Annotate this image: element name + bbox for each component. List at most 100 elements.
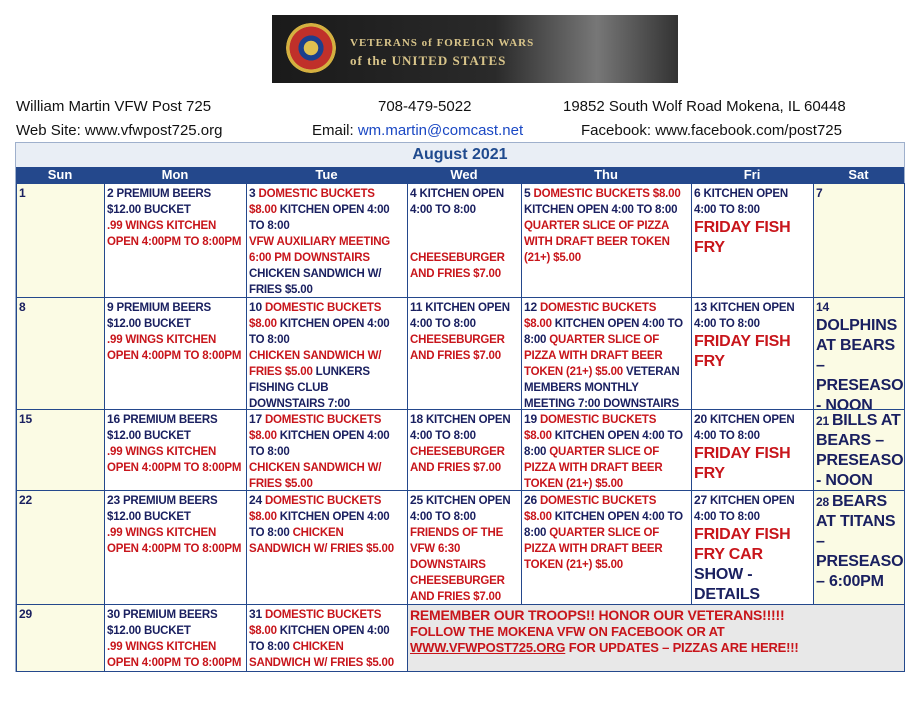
day-number: 13 [694, 300, 707, 314]
day-number: 2 [107, 186, 114, 200]
event-text: PREMIUM BEERS $12.00 BUCKET [107, 495, 218, 523]
day-cell-1: 1 [16, 183, 105, 298]
day-cell-28: 28 BEARS AT TITANS – PRESEASON – 6:00PM [813, 490, 905, 605]
event-text: KITCHEN OPEN 4:00 TO 8:00 [694, 414, 795, 442]
day-cell-23: 23 PREMIUM BEERS $12.00 BUCKET .99 WINGS… [104, 490, 247, 605]
event-text: VETERAN MEMBERS MONTHLY MEETING 7:00 DOW… [524, 366, 680, 410]
event-text: FRIDAY FISH FRY [694, 333, 791, 370]
weekday-header-thu: Thu [521, 167, 691, 183]
weekday-header-mon: Mon [104, 167, 246, 183]
day-cell-7: 7 [813, 183, 905, 298]
event-text: CHEESEBURGER AND FRIES $7.00 [410, 575, 505, 603]
event-text: KITCHEN OPEN 4:00 TO 8:00 [249, 318, 390, 346]
day-cell-6: 6 KITCHEN OPEN 4:00 TO 8:00 FRIDAY FISH … [691, 183, 814, 298]
weekday-header-wed: Wed [407, 167, 521, 183]
event-text: BEARS AT TITANS – PRESEASON – 6:00PM [816, 493, 905, 590]
event-text: SHOW - DETAILS COMING [694, 566, 760, 603]
event-text: QUARTER SLICE OF PIZZA WITH DRAFT BEER T… [524, 220, 670, 264]
day-cell-12: 12 DOMESTIC BUCKETS $8.00 KITCHEN OPEN 4… [521, 297, 692, 410]
event-text: DOMESTIC BUCKETS $8.00 [249, 609, 382, 637]
email-link[interactable]: wm.martin@comcast.net [357, 122, 524, 139]
day-cell-2: 2 PREMIUM BEERS $12.00 BUCKET .99 WINGS … [104, 183, 247, 298]
day-number: 21 [816, 414, 829, 428]
day-number: 30 [107, 607, 120, 621]
weekday-header-tue: Tue [246, 167, 407, 183]
day-number: 11 [410, 300, 423, 314]
event-text: KITCHEN OPEN 4:00 TO 8:00 [410, 302, 510, 330]
day-number: 8 [19, 300, 26, 314]
day-cell-27: 27 KITCHEN OPEN 4:00 TO 8:00 FRIDAY FISH… [691, 490, 814, 605]
event-text: VFW AUXILIARY MEETING 6:00 PM DOWNSTAIRS [249, 236, 391, 264]
day-cell-5: 5 DOMESTIC BUCKETS $8.00 KITCHEN OPEN 4:… [521, 183, 692, 298]
day-number: 29 [19, 607, 32, 621]
day-cell-9: 9 PREMIUM BEERS $12.00 BUCKET .99 WINGS … [104, 297, 247, 410]
event-text: CHEESEBURGER AND FRIES $7.00 [410, 252, 505, 280]
event-text: CHICKEN SANDWICH W/ FRIES $5.00 [249, 641, 394, 669]
day-number: 10 [249, 300, 262, 314]
event-text: DOMESTIC BUCKETS $8.00 [249, 188, 375, 216]
day-cell-13: 13 KITCHEN OPEN 4:00 TO 8:00 FRIDAY FISH… [691, 297, 814, 410]
day-cell-3: 3 DOMESTIC BUCKETS $8.00 KITCHEN OPEN 4:… [246, 183, 408, 298]
day-number: 1 [19, 186, 26, 200]
day-number: 26 [524, 493, 537, 507]
day-cell-8: 8 [16, 297, 105, 410]
event-text: FRIDAY FISH FRY CAR [694, 526, 791, 563]
notice-line2: FOLLOW THE MOKENA VFW ON FACEBOOK OR AT [410, 624, 725, 639]
logo-line1: VETERANS of FOREIGN WARS [350, 37, 535, 49]
event-text: KITCHEN OPEN 4:00 TO 8:00 [694, 302, 795, 330]
event-text: KITCHEN OPEN 4:00 TO 8:00 [524, 204, 678, 216]
calendar-title: August 2021 [412, 146, 508, 163]
event-text: KITCHEN OPEN 4:00 TO 8:00 [249, 625, 390, 653]
day-cell-29: 29 [16, 604, 105, 672]
event-text: CHEESEBURGER AND FRIES $7.00 [410, 446, 505, 474]
day-number: 28 [816, 495, 829, 509]
day-cell-19: 19 DOMESTIC BUCKETS $8.00 KITCHEN OPEN 4… [521, 409, 692, 491]
event-text: KITCHEN OPEN 4:00 TO 8:00 [524, 511, 683, 539]
day-number: 12 [524, 300, 537, 314]
day-cell-14: 14 DOLPHINS AT BEARS – PRESEASON - NOON [813, 297, 905, 410]
vfw-emblem-icon [286, 23, 336, 73]
website-link[interactable]: WWW.VFWPOST725.ORG [410, 640, 566, 655]
event-text: PREMIUM BEERS $12.00 BUCKET [107, 302, 212, 330]
weekday-header-fri: Fri [691, 167, 813, 183]
day-cell-4: 4 KITCHEN OPEN 4:00 TO 8:00 CHEESEBURGER… [407, 183, 522, 298]
event-text: .99 WINGS KITCHEN OPEN 4:00PM TO 8:00PM [107, 641, 242, 669]
event-text: QUARTER SLICE OF PIZZA WITH DRAFT BEER T… [524, 446, 663, 490]
event-text: PREMIUM BEERS $12.00 BUCKET [107, 414, 218, 442]
vfw-logo-banner: VETERANS of FOREIGN WARS of the UNITED S… [272, 15, 678, 83]
event-text: PREMIUM BEERS $12.00 BUCKET [107, 188, 212, 216]
day-number: 16 [107, 412, 120, 426]
day-number: 20 [694, 412, 707, 426]
event-text: KITCHEN OPEN 4:00 TO 8:00 [694, 495, 795, 523]
day-cell-18: 18 KITCHEN OPEN 4:00 TO 8:00 CHEESEBURGE… [407, 409, 522, 491]
event-text: KITCHEN OPEN 4:00 TO 8:00 [694, 188, 788, 216]
event-text: KITCHEN OPEN 4:00 TO 8:00 [410, 414, 511, 442]
event-text: DOMESTIC BUCKETS $8.00 [249, 414, 382, 442]
event-text: QUARTER SLICE OF PIZZA WITH DRAFT BEER T… [524, 527, 663, 571]
event-text: .99 WINGS KITCHEN OPEN 4:00PM TO 8:00PM [107, 446, 242, 474]
event-text: LUNKERS FISHING CLUB DOWNSTAIRS 7:00 [249, 366, 370, 410]
day-cell-22: 22 [16, 490, 105, 605]
day-cell-20: 20 KITCHEN OPEN 4:00 TO 8:00 FRIDAY FISH… [691, 409, 814, 491]
event-text: FRIDAY FISH FRY [694, 219, 791, 256]
day-number: 7 [816, 186, 823, 200]
event-text: KITCHEN OPEN 4:00 TO 8:00 [249, 430, 390, 458]
event-text: DOMESTIC BUCKETS $8.00 [533, 188, 681, 200]
event-text: PREMIUM BEERS $12.00 BUCKET [107, 609, 218, 637]
day-number: 31 [249, 607, 262, 621]
notice-line3: FOR UPDATES – PIZZAS ARE HERE!!! [565, 640, 799, 655]
day-number: 22 [19, 493, 32, 507]
day-cell-31: 31 DOMESTIC BUCKETS $8.00 KITCHEN OPEN 4… [246, 604, 408, 672]
notice-cell: REMEMBER OUR TROOPS!! HONOR OUR VETERANS… [407, 604, 905, 672]
weekday-header-sat: Sat [813, 167, 904, 183]
notice-line1: REMEMBER OUR TROOPS!! HONOR OUR VETERANS… [410, 607, 785, 623]
event-text: CHICKEN SANDWICH W/ FRIES $5.00 [249, 462, 382, 490]
event-text: QUARTER SLICE OF PIZZA WITH DRAFT BEER T… [524, 334, 663, 378]
event-text: .99 WINGS KITCHEN OPEN 4:00PM TO 8:00PM [107, 220, 242, 248]
day-number: 27 [694, 493, 707, 507]
day-number: 15 [19, 412, 32, 426]
day-number: 17 [249, 412, 262, 426]
event-text: DOMESTIC BUCKETS $8.00 [524, 414, 657, 442]
email-line: Email: wm.martin@comcast.net [312, 122, 523, 139]
day-cell-26: 26 DOMESTIC BUCKETS $8.00 KITCHEN OPEN 4… [521, 490, 692, 605]
